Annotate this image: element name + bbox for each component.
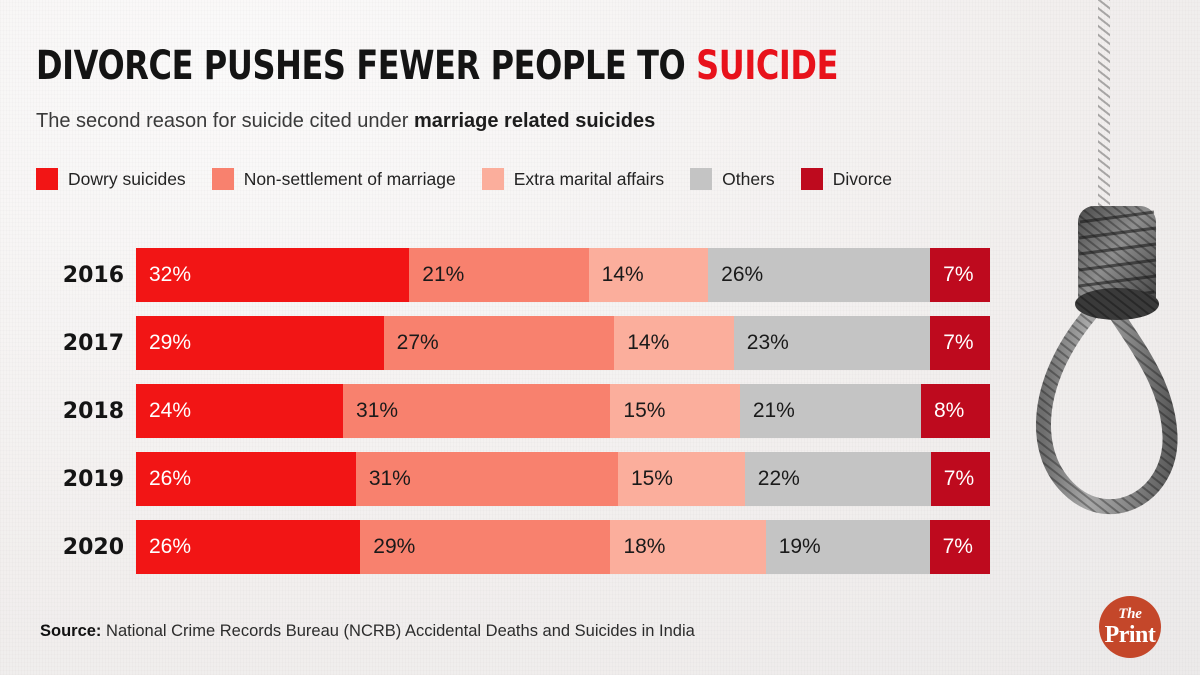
bar-segment-value-label: 21% — [422, 263, 465, 286]
bar-segment: 21% — [739, 384, 921, 438]
bar-track: 26% 29% 18% 19% 7% — [136, 520, 990, 574]
bar-segment-value-label: 32% — [149, 263, 192, 286]
bar-segment-value-label: 14% — [627, 331, 670, 354]
bar-segment-value-label: 7% — [942, 535, 973, 558]
bar-segment-value-label: 8% — [933, 399, 965, 422]
theprint-logo-line2: Print — [1104, 622, 1156, 648]
bar-row: 2017 29% 27% 14% 23% 7% — [36, 316, 990, 370]
bar-segment: 26% — [708, 248, 931, 302]
bar-segment: 7% — [930, 248, 990, 302]
bar-row-year-label: 2020 — [62, 534, 124, 560]
chart-legend: Dowry suicides Non-settlement of marriage… — [36, 168, 918, 190]
bar-segment: 22% — [744, 452, 931, 506]
bar-row: 2018 24% 31% 15% 21% 8% — [36, 384, 990, 438]
bar-segment: 7% — [930, 316, 990, 370]
page-subtitle-emphasis: marriage related suicides — [414, 110, 656, 132]
bar-segment-value-label: 22% — [757, 467, 800, 490]
bar-segment-value-label: 19% — [778, 535, 821, 558]
bar-row: 2020 26% 29% 18% 19% 7% — [36, 520, 990, 574]
bar-segment-value-label: 24% — [149, 399, 192, 422]
bar-track: 24% 31% 15% 21% 8% — [136, 384, 990, 438]
legend-swatch — [481, 168, 504, 190]
bar-segment-value-label: 14% — [601, 263, 644, 286]
bar-segment-value-label: 7% — [943, 331, 974, 354]
bar-segment: 21% — [409, 248, 589, 302]
theprint-logo-line1: The — [1118, 606, 1142, 622]
bar-track: 32% 21% 14% 26% 7% — [136, 248, 990, 302]
bar-segment: 32% — [136, 248, 410, 302]
bar-segment: 31% — [343, 384, 611, 438]
bar-segment: 29% — [136, 316, 384, 370]
legend-swatch — [690, 168, 713, 190]
page-title-accent: SUICIDE — [696, 43, 839, 89]
bar-segment: 26% — [136, 452, 356, 506]
bar-segment: 8% — [920, 384, 990, 438]
page-title: DIVORCE PUSHES FEWER PEOPLE TO SUICIDE — [36, 44, 838, 88]
theprint-logo: The Print — [1099, 596, 1161, 658]
bar-segment-value-label: 31% — [356, 399, 399, 422]
noose-rope-illustration — [1035, 0, 1178, 515]
stacked-bar-chart: 2016 32% 21% 14% 26% 7% 2017 29% 27% 14% 23% 7% 2018… — [36, 248, 990, 574]
bar-row-year-label: 2017 — [62, 330, 124, 356]
legend-item: Divorce — [800, 168, 893, 190]
bar-segment-value-label: 18% — [623, 535, 666, 558]
legend-item: Others — [690, 168, 775, 190]
page-subtitle: The second reason for suicide cited unde… — [36, 108, 655, 134]
legend-label: Extra marital affairs — [513, 169, 665, 189]
bar-segment-value-label: 29% — [373, 535, 416, 558]
bar-segment-value-label: 26% — [149, 535, 192, 558]
bar-segment-value-label: 26% — [721, 263, 764, 286]
bar-row-year-label: 2018 — [62, 398, 124, 424]
bar-track: 29% 27% 14% 23% 7% — [136, 316, 990, 370]
bar-segment-value-label: 23% — [746, 331, 789, 354]
bar-segment: 24% — [136, 384, 344, 438]
bar-segment: 15% — [610, 384, 740, 438]
legend-item: Extra marital affairs — [481, 168, 665, 190]
bar-segment: 14% — [614, 316, 734, 370]
legend-item: Dowry suicides — [36, 168, 186, 190]
bar-row-year-label: 2019 — [62, 466, 124, 492]
bar-segment-value-label: 27% — [396, 331, 439, 354]
bar-segment: 18% — [610, 520, 766, 574]
legend-item: Non-settlement of marriage — [211, 168, 456, 190]
bar-segment-value-label: 15% — [630, 467, 673, 490]
bar-segment: 19% — [765, 520, 930, 574]
legend-label: Divorce — [832, 169, 893, 189]
legend-label: Others — [722, 169, 775, 189]
bar-segment: 23% — [733, 316, 931, 370]
source-note: Source: National Crime Records Bureau (N… — [40, 622, 695, 641]
bar-segment: 14% — [588, 248, 709, 302]
page-title-main: DIVORCE PUSHES FEWER PEOPLE TO — [36, 43, 697, 89]
page-subtitle-prefix: The second reason for suicide cited unde… — [36, 110, 414, 132]
bar-segment: 29% — [360, 520, 611, 574]
bar-row: 2019 26% 31% 15% 22% 7% — [36, 452, 990, 506]
bar-segment-value-label: 26% — [149, 467, 192, 490]
bar-segment: 7% — [930, 452, 990, 506]
legend-label: Non-settlement of marriage — [243, 169, 456, 189]
legend-swatch — [211, 168, 234, 190]
bar-segment-value-label: 15% — [623, 399, 666, 422]
bar-segment: 7% — [929, 520, 990, 574]
bar-segment-value-label: 31% — [368, 467, 411, 490]
source-label: Source: — [40, 622, 102, 640]
bar-segment: 27% — [383, 316, 615, 370]
bar-segment-value-label: 7% — [943, 467, 975, 490]
bar-track: 26% 31% 15% 22% 7% — [136, 452, 990, 506]
bar-segment-value-label: 29% — [149, 331, 192, 354]
bar-segment-value-label: 7% — [943, 263, 974, 286]
bar-segment: 15% — [617, 452, 745, 506]
bar-row: 2016 32% 21% 14% 26% 7% — [36, 248, 990, 302]
legend-swatch — [800, 168, 823, 190]
source-text: National Crime Records Bureau (NCRB) Acc… — [101, 622, 695, 640]
bar-segment: 31% — [355, 452, 618, 506]
legend-label: Dowry suicides — [68, 169, 186, 189]
bar-row-year-label: 2016 — [62, 262, 124, 288]
bar-segment: 26% — [136, 520, 361, 574]
legend-swatch — [36, 168, 58, 190]
bar-segment-value-label: 21% — [752, 399, 795, 422]
